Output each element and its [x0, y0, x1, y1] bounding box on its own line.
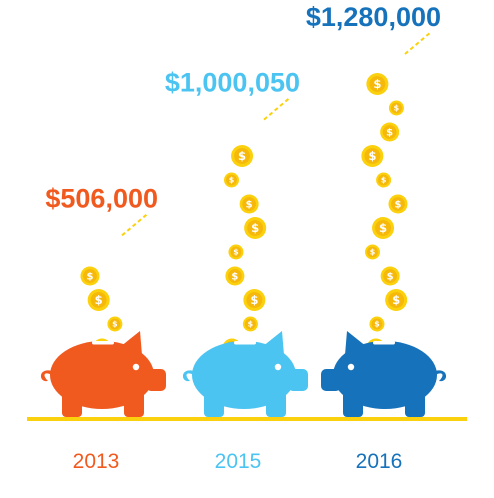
coin: $: [80, 266, 100, 286]
svg-text:$: $: [379, 221, 387, 235]
coin: $: [388, 100, 404, 116]
coin: $: [380, 266, 400, 286]
svg-text:$: $: [395, 199, 402, 210]
svg-text:$: $: [250, 293, 258, 307]
svg-text:$: $: [368, 149, 376, 163]
coin: $: [388, 194, 408, 214]
coin-stack-2016: $$$$$$$$$$$$: [361, 73, 408, 358]
coin-stack-2015: $$$$$$$$$: [222, 145, 267, 358]
coin: $: [228, 244, 244, 260]
piggy-bank-2015: [182, 331, 308, 417]
leader-line-2015: [263, 96, 291, 121]
svg-text:$: $: [381, 176, 387, 185]
leader-line-2016: [404, 31, 432, 55]
svg-text:$: $: [251, 221, 259, 235]
coin: $: [244, 217, 267, 239]
value-label-2015: $1,000,050: [165, 68, 300, 98]
coin: $: [361, 145, 384, 167]
coin-stack-2013: $$$$: [80, 266, 123, 358]
svg-text:$: $: [394, 104, 400, 113]
value-label-2013: $506,000: [45, 183, 158, 213]
piggy-bank-2013: [40, 331, 166, 417]
coin: $: [242, 316, 258, 332]
value-labels: $506,000 $1,000,050 $1,280,000: [45, 2, 441, 213]
coin: $: [376, 172, 392, 188]
coin: $: [225, 266, 245, 286]
svg-text:$: $: [386, 127, 393, 138]
svg-text:$: $: [95, 293, 103, 307]
coin: $: [380, 122, 400, 142]
piggy-banks: [40, 331, 447, 417]
svg-text:$: $: [392, 293, 400, 307]
leader-line-2013: [121, 212, 149, 237]
svg-text:$: $: [370, 248, 376, 257]
piggy-bank-2016: [321, 331, 447, 417]
coin: $: [385, 289, 408, 311]
coin: $: [366, 73, 389, 95]
svg-text:$: $: [387, 271, 394, 282]
svg-text:$: $: [233, 248, 239, 257]
svg-text:$: $: [246, 199, 253, 210]
svg-text:$: $: [373, 77, 381, 91]
year-labels: 2013 2015 2016: [73, 450, 403, 473]
leader-lines: [121, 31, 432, 237]
year-label-2013: 2013: [73, 450, 120, 473]
svg-text:$: $: [229, 176, 235, 185]
ground-line: [27, 417, 467, 421]
svg-text:$: $: [248, 320, 254, 329]
coin-stacks: $$$$$$$$$$$$$$$$$$$$$$$$$: [80, 73, 408, 358]
coin: $: [372, 217, 395, 239]
year-label-2016: 2016: [356, 450, 403, 473]
svg-text:$: $: [86, 271, 93, 282]
svg-text:$: $: [374, 320, 380, 329]
year-label-2015: 2015: [215, 450, 262, 473]
coin: $: [224, 172, 240, 188]
coin: $: [231, 145, 254, 167]
value-label-2016: $1,280,000: [306, 2, 441, 32]
svg-text:$: $: [238, 149, 246, 163]
coin: $: [365, 244, 381, 260]
coin: $: [239, 194, 259, 214]
svg-text:$: $: [112, 320, 118, 329]
coin: $: [243, 289, 266, 311]
coin: $: [87, 289, 110, 311]
coin: $: [369, 316, 385, 332]
coin: $: [107, 316, 123, 332]
svg-text:$: $: [231, 271, 238, 282]
